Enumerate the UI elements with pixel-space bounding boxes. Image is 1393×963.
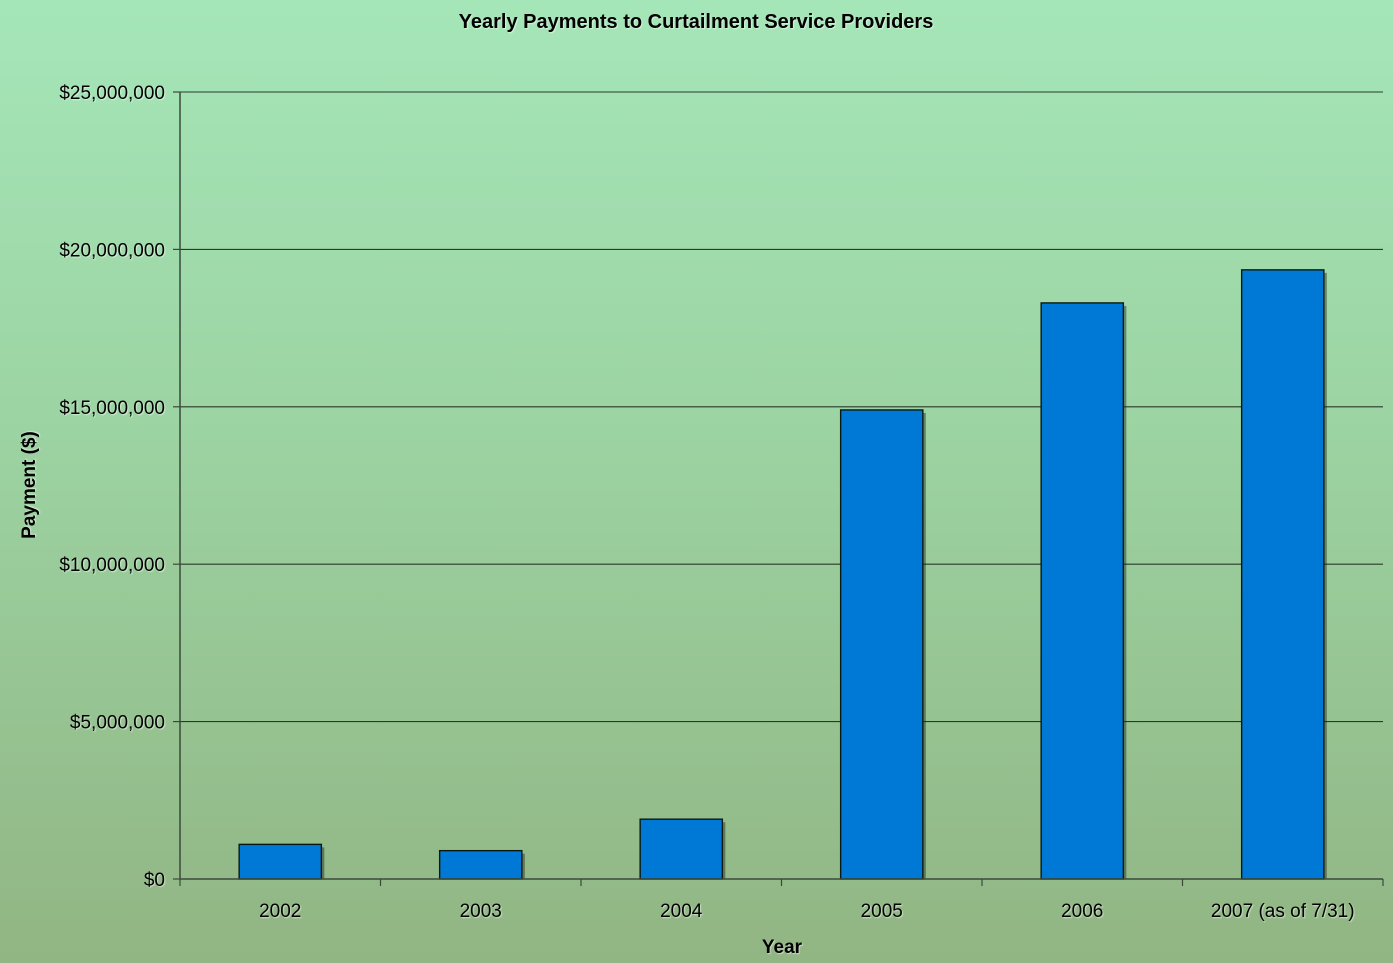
y-tick-label: $10,000,000 bbox=[59, 555, 165, 576]
x-tick-label: 2006 bbox=[1061, 901, 1103, 922]
x-tick-label: 2002 bbox=[259, 901, 301, 922]
bar bbox=[839, 409, 924, 880]
gridlines bbox=[180, 91, 1383, 723]
bar bbox=[1240, 269, 1325, 880]
bar bbox=[438, 849, 523, 880]
y-tick-label: $0 bbox=[144, 870, 165, 891]
y-tick-label: $20,000,000 bbox=[59, 240, 165, 261]
y-tick-label: $25,000,000 bbox=[59, 83, 165, 104]
x-tick-label: 2007 (as of 7/31) bbox=[1211, 901, 1355, 922]
bar bbox=[639, 818, 724, 880]
y-axis-title: Payment ($) bbox=[19, 431, 40, 539]
x-axis-title: Year bbox=[762, 937, 803, 958]
y-tick-label: $5,000,000 bbox=[70, 713, 165, 734]
x-axis-ticks: 2002 2003 2004 2005 2006 2007 (as of 7/31) bbox=[179, 879, 1384, 922]
x-tick-label: 2004 bbox=[660, 901, 703, 922]
x-tick-label: 2005 bbox=[861, 901, 903, 922]
chart-title: Yearly Payments to Curtailment Service P… bbox=[459, 11, 934, 33]
x-tick-label: 2003 bbox=[460, 901, 502, 922]
bar bbox=[238, 843, 323, 880]
y-axis-ticks: $0 $5,000,000 $10,000,000 $15,000,000 $20,00… bbox=[59, 83, 180, 891]
y-tick-label: $15,000,000 bbox=[59, 398, 165, 419]
bars bbox=[238, 269, 1327, 880]
bar bbox=[1040, 302, 1125, 880]
